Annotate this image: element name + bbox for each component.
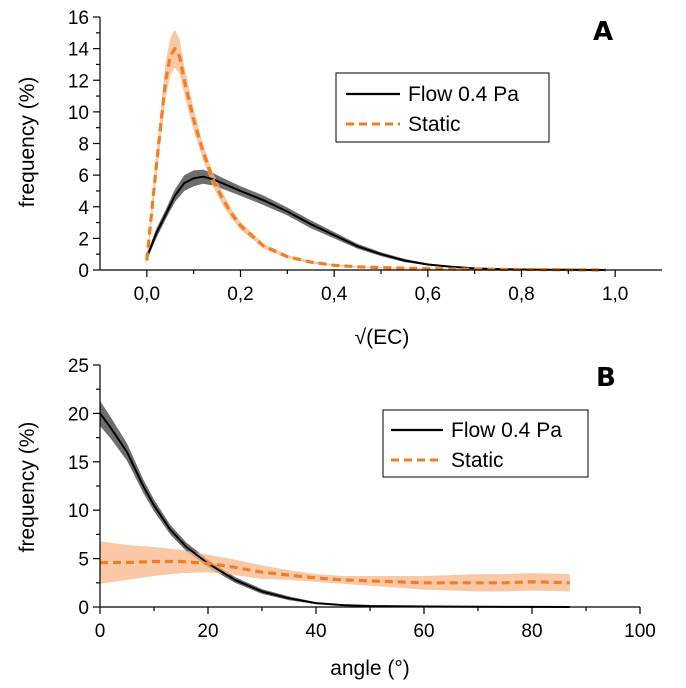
panel-a-x-tick-label: 1,0 xyxy=(602,284,628,305)
panel-b-x-tick-label: 0 xyxy=(95,621,106,642)
panel-a-ylabel: frequency (%) xyxy=(16,77,39,208)
panel-a-x-tick-label: 0,8 xyxy=(508,284,534,305)
panel-b-legend-box xyxy=(382,409,589,478)
panel-b-y-tick-label: 20 xyxy=(68,404,89,425)
panel-b-x-tick-label: 40 xyxy=(305,621,326,642)
panel-a-x-tick-label: 0,6 xyxy=(415,284,441,305)
panel-b-band-static xyxy=(100,541,570,592)
panel-a-xlabel: √(EC) xyxy=(355,326,410,349)
panel-b-bands xyxy=(100,400,570,607)
panel-a-y-tick-label: 10 xyxy=(68,103,89,124)
panel-b-ylabel: frequency (%) xyxy=(16,422,39,553)
panel-a-axes xyxy=(99,17,662,271)
panel-a-ticks: 0,0 0,2 0,4 0,6 0,8 1,0 0 2 4 6 8 10 12 14 16 xyxy=(68,8,629,305)
panel-a-y-tick-label: 4 xyxy=(78,198,89,219)
panel-a-x-tick-label: 0,2 xyxy=(227,284,253,305)
panel-a-y-tick-label: 0 xyxy=(78,261,89,282)
panel-b-x-tick-label: 60 xyxy=(413,621,434,642)
panel-b-y-tick-label: 15 xyxy=(68,453,89,474)
panel-a-line-static xyxy=(145,47,606,272)
panel-a-legend-static-label: Static xyxy=(408,113,461,136)
panel-b-legend: Flow 0.4 Pa Static xyxy=(382,409,589,478)
panel-b-y-tick-label: 10 xyxy=(68,501,89,522)
panel-a-legend-box xyxy=(335,72,550,143)
panel-a-y-tick-label: 12 xyxy=(68,71,89,92)
panel-a-x-tick-label: 0,0 xyxy=(134,284,160,305)
panel-b-y-tick-label: 5 xyxy=(78,550,89,571)
panel-a-letter: A xyxy=(593,17,613,47)
panel-a-x-tick-label: 0,4 xyxy=(321,284,348,305)
panel-a-bands xyxy=(146,29,606,271)
panel-b-legend-static-label: Static xyxy=(451,449,504,472)
panel-a-legend-flow-label: Flow 0.4 Pa xyxy=(408,83,519,106)
panel-a-y-tick-label: 8 xyxy=(78,135,89,156)
panel-b-y-tick-label: 0 xyxy=(78,598,89,619)
panel-a-y-tick-label: 6 xyxy=(78,166,89,187)
panel-a-y-tick-label: 16 xyxy=(68,8,89,29)
panel-b-xlabel: angle (°) xyxy=(330,657,410,680)
panel-a-band-static xyxy=(146,29,606,271)
panel-a-y-tick-label: 2 xyxy=(78,229,89,250)
panel-b-letter: B xyxy=(596,363,616,393)
panel-a-y-tick-label: 14 xyxy=(68,40,90,61)
panel-a-legend: Flow 0.4 Pa Static xyxy=(335,72,550,143)
panel-b-ticks: 0 20 40 60 80 100 0 5 10 15 20 25 xyxy=(68,356,656,642)
panel-b-x-tick-label: 100 xyxy=(624,621,656,642)
panel-b-x-tick-label: 20 xyxy=(197,621,218,642)
panel-b-line-static xyxy=(100,559,570,585)
chart-panel-b: 0 20 40 60 80 100 0 5 10 15 20 25 B angle (°) frequ… xyxy=(16,356,656,680)
panel-b-x-tick-label: 80 xyxy=(521,621,542,642)
panel-b-legend-flow-label: Flow 0.4 Pa xyxy=(451,419,562,442)
panel-b-y-tick-label: 25 xyxy=(68,356,89,377)
